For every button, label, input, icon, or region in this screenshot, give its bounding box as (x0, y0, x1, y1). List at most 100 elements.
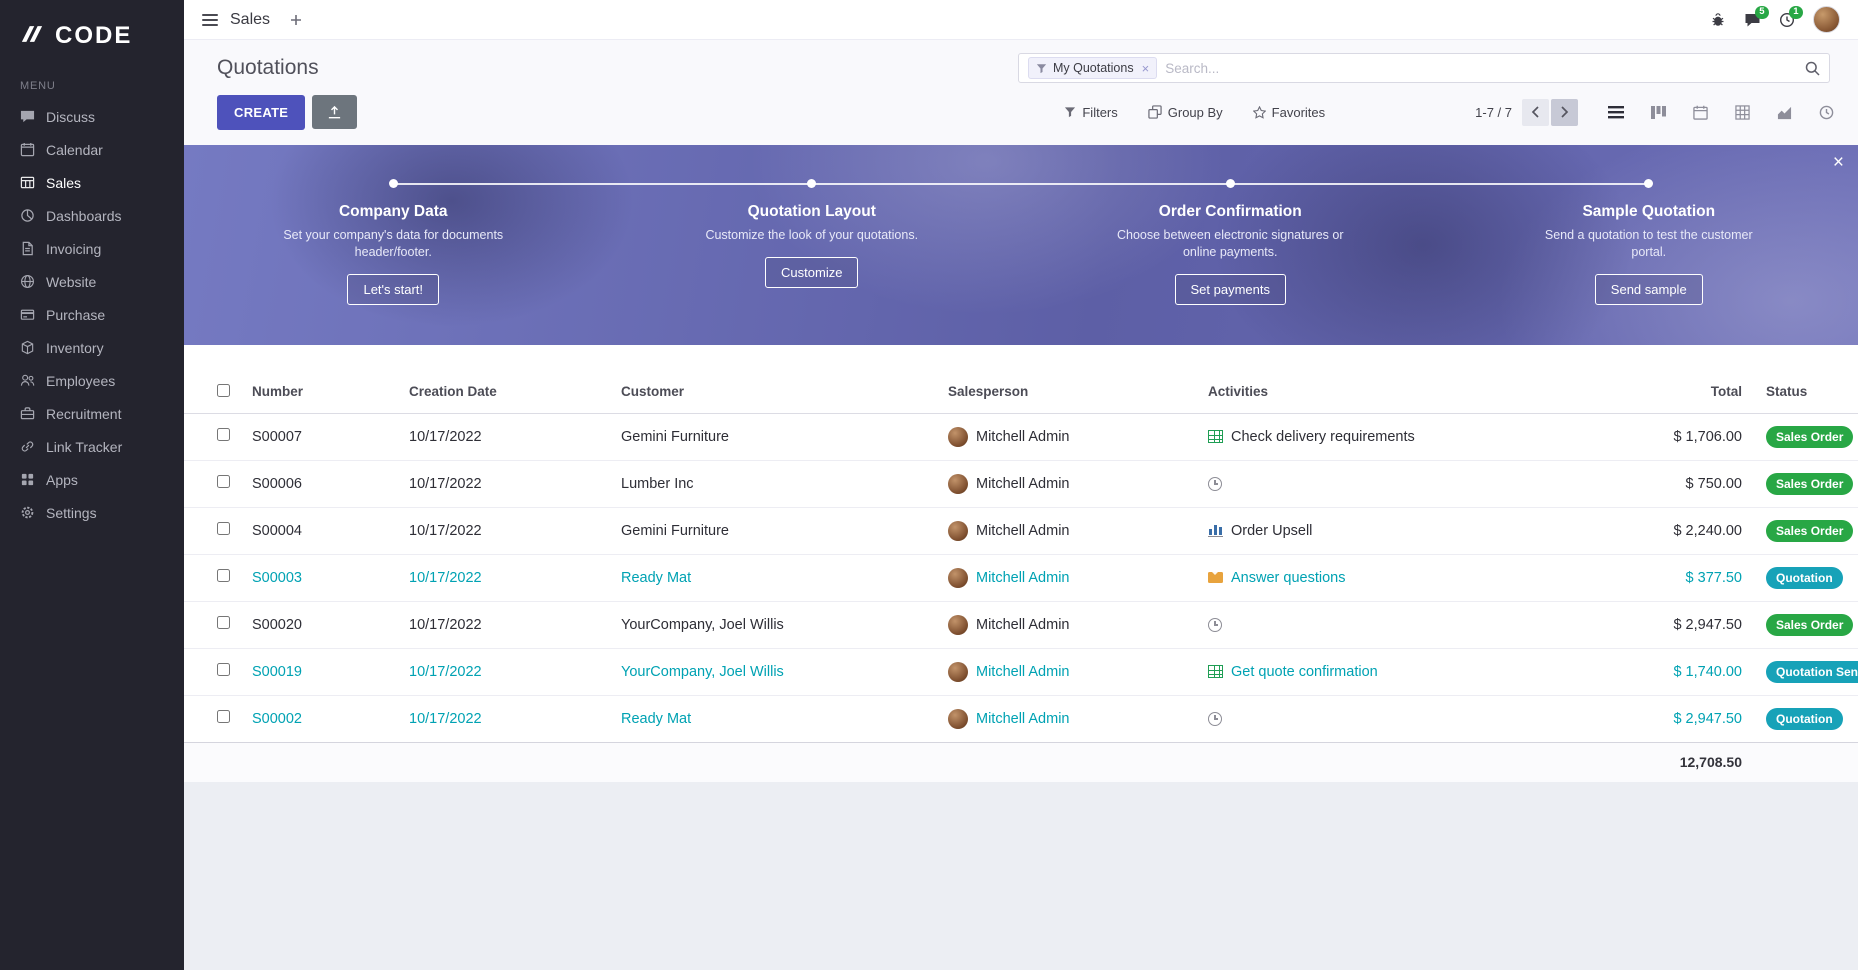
step-description: Send a quotation to test the customer po… (1544, 228, 1753, 259)
graph-view-button[interactable] (1777, 105, 1792, 120)
activity-cell[interactable] (1194, 459, 1620, 507)
salesperson-name: Mitchell Admin (976, 663, 1070, 680)
sidebar-item-recruitment[interactable]: Recruitment (0, 397, 184, 430)
sidebar-item-dashboards[interactable]: Dashboards (0, 199, 184, 232)
favorites-button[interactable]: Favorites (1252, 105, 1325, 120)
list-view-icon (1608, 105, 1624, 118)
activity-cell[interactable] (1194, 694, 1620, 742)
progress-track (393, 183, 1649, 185)
activity-clock-icon[interactable]: 1 (1779, 5, 1803, 28)
chevron-right-icon (1561, 106, 1569, 118)
table-row[interactable]: S00003 10/17/2022 Ready Mat Mitchell Adm… (184, 553, 1858, 601)
pivot-view-button[interactable] (1735, 104, 1750, 120)
row-checkbox[interactable] (217, 428, 230, 441)
column-header-total[interactable]: Total (1620, 371, 1750, 414)
filters-button[interactable]: Filters (1064, 105, 1118, 120)
total-amount: $ 2,240.00 (1620, 506, 1750, 554)
sidebar-item-employees[interactable]: Employees (0, 364, 184, 397)
table-row[interactable]: S00020 10/17/2022 YourCompany, Joel Will… (184, 600, 1858, 648)
user-avatar[interactable] (1813, 6, 1840, 33)
row-checkbox[interactable] (217, 663, 230, 676)
salesperson-cell: Mitchell Admin (934, 413, 1194, 460)
row-checkbox[interactable] (217, 522, 230, 535)
status-cell: Quotation Sent (1750, 647, 1858, 695)
brand-logo[interactable]: CODE (0, 0, 184, 64)
table-row[interactable]: S00004 10/17/2022 Gemini Furniture Mitch… (184, 506, 1858, 554)
activity-cell[interactable] (1194, 600, 1620, 648)
calendar-view-button[interactable] (1693, 105, 1708, 120)
lets-start-button[interactable]: Let's start! (347, 273, 440, 305)
row-checkbox[interactable] (217, 569, 230, 582)
sidebar-item-link-tracker[interactable]: Link Tracker (0, 430, 184, 463)
sidebar-item-calendar[interactable]: Calendar (0, 133, 184, 166)
search-facet[interactable]: My Quotations × (1028, 57, 1158, 79)
status-cell: Sales Order (1750, 506, 1858, 554)
search-icon[interactable] (1805, 61, 1820, 76)
status-badge: Quotation (1766, 707, 1843, 730)
funnel-icon (1065, 107, 1076, 118)
search-box[interactable]: My Quotations × (1018, 53, 1830, 83)
pager-next-button[interactable] (1551, 98, 1578, 126)
export-button[interactable] (312, 95, 358, 129)
pager-previous-button[interactable] (1522, 98, 1549, 126)
activity-view-button[interactable] (1819, 105, 1834, 120)
table-row[interactable]: S00019 10/17/2022 YourCompany, Joel Will… (184, 647, 1858, 695)
group-by-button[interactable]: Group By (1148, 105, 1223, 120)
status-cell: Sales Order (1750, 413, 1858, 460)
sidebar-item-apps[interactable]: Apps (0, 463, 184, 496)
plus-icon[interactable] (290, 14, 302, 26)
column-header-status[interactable]: Status (1750, 371, 1858, 414)
sidebar-item-settings[interactable]: Settings (0, 496, 184, 529)
banner-close-icon[interactable]: × (1832, 152, 1844, 173)
row-checkbox[interactable] (217, 710, 230, 723)
activity-cell[interactable]: Check delivery requirements (1194, 413, 1620, 460)
sidebar-item-sales[interactable]: Sales (0, 166, 184, 199)
creation-date: 10/17/2022 (395, 600, 607, 648)
sidebar-item-label: Website (46, 273, 97, 290)
activity-cell[interactable]: Answer questions (1194, 553, 1620, 601)
creation-date: 10/17/2022 (395, 694, 607, 742)
activity-cell[interactable]: Get quote confirmation (1194, 647, 1620, 695)
status-cell: Sales Order (1750, 600, 1858, 648)
onboarding-banner: Company Data Set your company's data for… (184, 145, 1858, 345)
table-row[interactable]: S00007 10/17/2022 Gemini Furniture Mitch… (184, 413, 1858, 460)
messages-icon[interactable]: 5 (1744, 5, 1769, 28)
create-button[interactable]: CREATE (217, 94, 306, 130)
step-description: Choose between electronic signatures or … (1116, 228, 1344, 259)
customize-button[interactable]: Customize (765, 256, 859, 288)
select-all-checkbox[interactable] (217, 383, 230, 397)
column-header-salesperson[interactable]: Salesperson (934, 371, 1194, 414)
search-input[interactable] (1165, 60, 1805, 76)
checkbox-cell (184, 506, 240, 554)
current-app-label[interactable]: Sales (230, 10, 271, 28)
control-panel: Quotations My Quotations × CREATE (184, 40, 1858, 145)
set-payments-button[interactable]: Set payments (1174, 273, 1286, 305)
sidebar-item-label: Sales (46, 174, 82, 191)
sidebar-item-website[interactable]: Website (0, 265, 184, 298)
row-checkbox[interactable] (217, 475, 230, 488)
column-header-number[interactable]: Number (240, 371, 395, 414)
status-badge: Sales Order (1766, 472, 1854, 495)
list-view-button[interactable] (1608, 105, 1624, 120)
sidebar-item-invoicing[interactable]: Invoicing (0, 232, 184, 265)
facet-remove-icon[interactable]: × (1141, 60, 1150, 76)
sidebar-item-inventory[interactable]: Inventory (0, 331, 184, 364)
activity-label: Answer questions (1231, 569, 1346, 586)
hamburger-menu-icon[interactable] (202, 13, 218, 27)
kanban-view-button[interactable] (1651, 105, 1666, 120)
send-sample-button[interactable]: Send sample (1594, 273, 1703, 305)
column-header-customer[interactable]: Customer (607, 371, 934, 414)
table-row[interactable]: S00002 10/17/2022 Ready Mat Mitchell Adm… (184, 694, 1858, 742)
column-header-activities[interactable]: Activities (1194, 371, 1620, 414)
bug-icon[interactable] (1710, 12, 1726, 28)
column-header-creation-date[interactable]: Creation Date (395, 371, 607, 414)
row-checkbox[interactable] (217, 616, 230, 629)
filter-group: Filters Group By Favorites (1064, 105, 1325, 120)
chat-icon (20, 110, 35, 123)
sidebar-item-purchase[interactable]: Purchase (0, 298, 184, 331)
activity-cell[interactable]: Order Upsell (1194, 506, 1620, 554)
sidebar-item-discuss[interactable]: Discuss (0, 100, 184, 133)
group-by-icon (1148, 105, 1162, 119)
table-row[interactable]: S00006 10/17/2022 Lumber Inc Mitchell Ad… (184, 459, 1858, 507)
